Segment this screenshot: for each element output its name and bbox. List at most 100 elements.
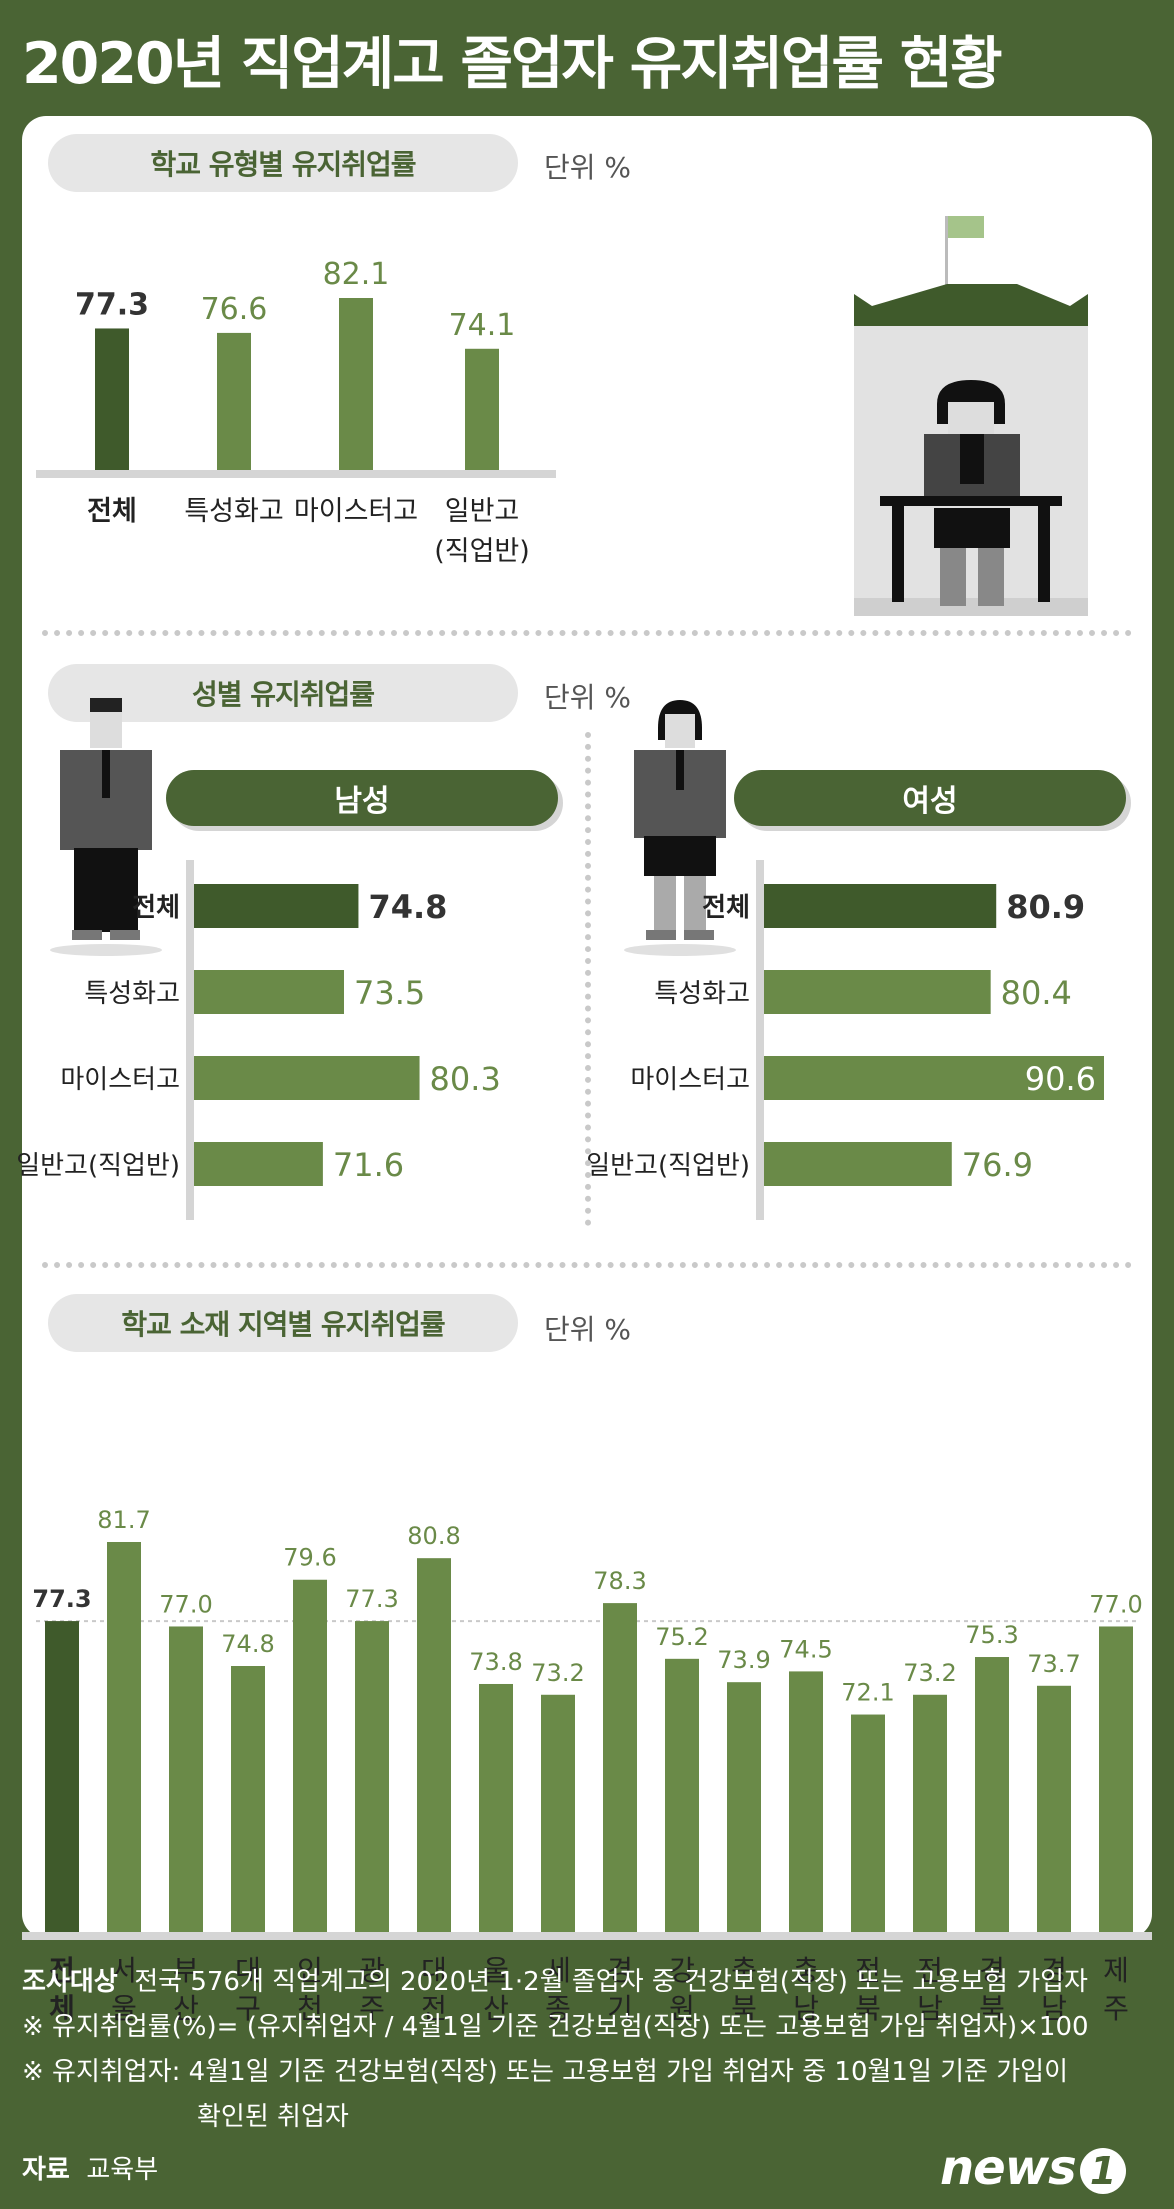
note-definition-cont: 확인된 취업자 xyxy=(197,2102,349,2132)
category-label-3: 구 xyxy=(235,1992,261,2025)
chart-card: 학교 유형별 유지취업률 단위 % 77.3 전체 76.6 특성화고 82.1 마이스터… xyxy=(16,116,1152,2025)
category-label-17: 제 xyxy=(1103,1954,1129,1987)
bar-14 xyxy=(913,1694,947,1932)
category-label-4: 천 xyxy=(297,1992,323,2025)
value-label-9: 78.3 xyxy=(593,1567,646,1595)
region-chart: 77.3전체81.7서울77.0부산74.8대구79.6인천77.3광주80.8… xyxy=(22,1506,1152,2025)
footer-notes: 조사대상 전국 576개 직업계고의 2020년 1·2월 졸업자 중 건강보험… xyxy=(22,1960,1162,2193)
category-label-14: 남 xyxy=(917,1992,943,2025)
female-label: 여성 xyxy=(734,770,1126,826)
female-chart: 전체 80.9 특성화고 80.4 마이스터고 90.6 일반고(직업반) 76.9 xyxy=(586,860,1104,1220)
category-label-6: 대 xyxy=(421,1954,447,1987)
value-label-0: 80.9 xyxy=(1006,888,1085,926)
value-label-5: 77.3 xyxy=(345,1585,398,1613)
category-label-15: 경 xyxy=(979,1954,1005,1987)
bar-4 xyxy=(293,1579,327,1932)
bar-1 xyxy=(194,970,344,1014)
category-label-10: 원 xyxy=(669,1992,695,2025)
school-building-illustration xyxy=(854,216,1088,616)
bar-1 xyxy=(764,970,991,1014)
category-label-14: 전 xyxy=(917,1954,943,1987)
category-label-1: 특성화고 xyxy=(654,979,750,1009)
bar-8 xyxy=(541,1694,575,1932)
category-label-7: 울 xyxy=(483,1954,509,1987)
category-label-3: 대 xyxy=(235,1954,261,1987)
bar-3 xyxy=(231,1666,265,1932)
category-label-0: 체 xyxy=(49,1992,75,2025)
category-label-9: 경 xyxy=(607,1954,633,1987)
value-label-3: 74.8 xyxy=(221,1630,274,1658)
value-label-2: 90.6 xyxy=(1025,1060,1096,1098)
section-divider-1 xyxy=(42,630,1132,636)
bar-2 xyxy=(764,1056,1104,1100)
category-label-0: 전체 xyxy=(702,893,750,923)
category-label-2: 마이스터고 xyxy=(630,1065,750,1095)
desk xyxy=(880,496,1062,506)
category-label-13: 전 xyxy=(855,1954,881,1987)
gender-heading: 성별 유지취업률 xyxy=(48,664,518,722)
category-label-17: 주 xyxy=(1103,1992,1129,2025)
bar-10 xyxy=(665,1658,699,1932)
male-chart: 전체 74.8 특성화고 73.5 마이스터고 80.3 일반고(직업반) 71.6 xyxy=(16,860,501,1220)
section-divider-2 xyxy=(42,1262,1132,1268)
category-label-8: 세 xyxy=(545,1954,571,1987)
bar-12 xyxy=(789,1671,823,1932)
category-label-7: 산 xyxy=(483,1992,509,2025)
axis xyxy=(756,860,764,1220)
page-title: 2020년 직업계고 졸업자 유지취업률 현황 xyxy=(22,31,1003,97)
category-label-3: 일반고(직업반) xyxy=(16,1151,180,1181)
bar-2 xyxy=(339,298,373,470)
male-label: 남성 xyxy=(166,770,558,826)
axis xyxy=(186,860,194,1220)
source-label: 자료 xyxy=(22,2155,70,2185)
value-label-2: 77.0 xyxy=(159,1590,212,1618)
school-type-chart: 77.3 전체 76.6 특성화고 82.1 마이스터고 74.1 일반고 (직업반) xyxy=(36,257,556,567)
value-label-10: 75.2 xyxy=(655,1623,708,1651)
value-label-12: 74.5 xyxy=(779,1635,832,1663)
baseline xyxy=(36,470,556,478)
bar-13 xyxy=(851,1714,885,1932)
bar-17 xyxy=(1099,1626,1133,1932)
value-label-0: 77.3 xyxy=(32,1585,91,1613)
category-label-8: 종 xyxy=(545,1992,571,2025)
value-label-17: 77.0 xyxy=(1089,1590,1142,1618)
value-label-13: 72.1 xyxy=(841,1679,894,1707)
bar-2 xyxy=(194,1056,420,1100)
region-unit: 단위 % xyxy=(544,1313,632,1346)
flagpole xyxy=(945,216,948,286)
category-label-16: 경 xyxy=(1041,1954,1067,1987)
note-formula: ※ 유지취업률(%)= (유지취업자 / 4월1일 기준 건강보험(직장) 또는… xyxy=(22,2012,1089,2042)
bar-7 xyxy=(479,1683,513,1932)
category-label-4: 인 xyxy=(297,1954,323,1987)
bar-2 xyxy=(169,1626,203,1932)
category-label-3: 일반고 xyxy=(445,496,520,527)
source-text: 교육부 xyxy=(86,2155,159,2185)
bar-0 xyxy=(764,884,997,928)
school-roof xyxy=(854,284,1088,326)
bar-0 xyxy=(45,1621,79,1932)
baseline xyxy=(22,1932,1152,1940)
school-type-unit: 단위 % xyxy=(544,151,632,184)
survey-target-label: 조사대상 xyxy=(22,1967,118,1997)
bar-16 xyxy=(1037,1685,1071,1932)
bar-3 xyxy=(465,348,499,470)
category-label-2: 마이스터고 xyxy=(60,1065,180,1095)
value-label-1: 73.5 xyxy=(354,974,425,1012)
category-label-2: 마이스터고 xyxy=(294,496,418,527)
value-label-1: 80.4 xyxy=(1001,974,1072,1012)
value-label-2: 82.1 xyxy=(323,257,390,292)
category-label-5: 주 xyxy=(359,1992,385,2025)
category-label-2: 부 xyxy=(173,1954,199,1987)
note-definition: ※ 유지취업자: 4월1일 기준 건강보험(직장) 또는 고용보험 가입 취업자… xyxy=(22,2057,1068,2087)
category-label-11: 북 xyxy=(731,1992,757,2025)
bar-1 xyxy=(217,332,251,470)
bar-0 xyxy=(194,884,359,928)
value-label-1: 76.6 xyxy=(201,292,268,327)
gender-divider xyxy=(585,732,591,1226)
value-label-6: 80.8 xyxy=(407,1522,460,1550)
category-label-1: 특성화고 xyxy=(84,979,180,1009)
value-label-7: 73.8 xyxy=(469,1648,522,1676)
value-label-15: 75.3 xyxy=(965,1621,1018,1649)
value-label-4: 79.6 xyxy=(283,1544,336,1572)
school-type-heading: 학교 유형별 유지취업률 xyxy=(48,134,518,192)
